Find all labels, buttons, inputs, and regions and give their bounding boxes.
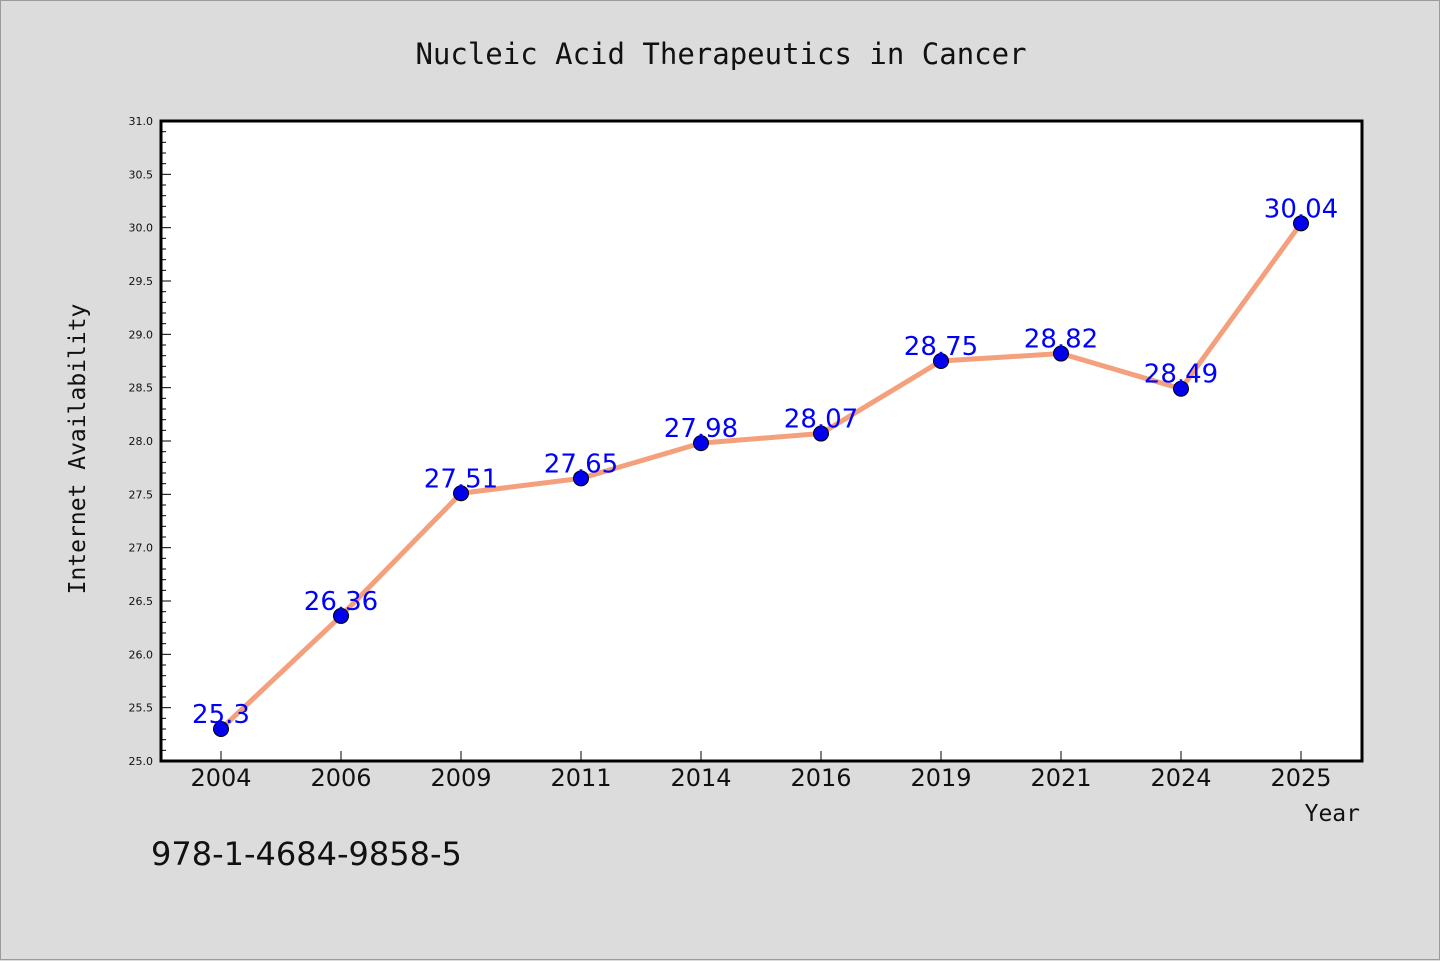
y-tick-label: 29.5 — [129, 275, 154, 288]
y-tick-label: 25.5 — [129, 702, 154, 715]
y-tick-label: 30.0 — [129, 222, 154, 235]
chart-title: Nucleic Acid Therapeutics in Cancer — [415, 37, 1026, 71]
y-tick-label: 28.0 — [129, 435, 154, 448]
data-label: 27.51 — [424, 464, 498, 494]
series-line — [218, 220, 1304, 732]
x-tick-label: 2019 — [910, 764, 971, 792]
y-tick-label: 31.0 — [129, 115, 154, 128]
plot-frame — [159, 119, 1364, 763]
data-label: 28.75 — [904, 332, 978, 362]
data-label: 25.3 — [192, 700, 250, 730]
data-point — [1173, 380, 1189, 397]
data-label: 28.49 — [1144, 360, 1218, 390]
y-tick-label: 26.0 — [129, 648, 154, 661]
x-tick-label: 2006 — [310, 764, 371, 792]
series-line-group — [218, 220, 1304, 732]
data-labels: 25.3 26.36 27.51 27.65 27.98 28.07 28.75 28.82 2… — [192, 194, 1338, 730]
x-tick-label: 2009 — [430, 764, 491, 792]
x-tick-label: 2011 — [550, 764, 611, 792]
data-point — [1053, 345, 1069, 362]
plot-area — [161, 121, 1362, 761]
data-label: 28.07 — [784, 405, 858, 435]
y-tick-label: 30.5 — [129, 168, 154, 181]
y-tick-label: 29.0 — [129, 328, 154, 341]
data-point — [453, 485, 469, 502]
x-axis-label: Year — [1305, 801, 1360, 827]
y-tick-label: 25.0 — [129, 755, 154, 768]
x-tick-label: 2025 — [1270, 764, 1331, 792]
y-axis-label: Internet Availability — [65, 304, 91, 595]
data-label: 27.65 — [544, 449, 618, 479]
data-point — [573, 470, 589, 487]
y-axis-ticks: 25.0 25.5 26.0 26.5 27.0 27.5 28.0 28.5 29.0 29.5… — [129, 115, 171, 768]
data-label: 28.82 — [1024, 325, 1098, 355]
data-point — [933, 353, 949, 369]
y-tick-label: 27.5 — [129, 488, 154, 501]
data-point — [213, 721, 229, 737]
y-tick-label: 27.0 — [129, 542, 154, 555]
isbn-text: 978-1-4684-9858-5 — [151, 835, 462, 873]
data-point — [693, 435, 709, 452]
x-tick-label: 2024 — [1150, 764, 1211, 792]
y-tick-label: 28.5 — [129, 382, 154, 395]
data-label: 26.36 — [304, 587, 378, 617]
data-points — [213, 215, 1309, 737]
x-tick-label: 2021 — [1030, 764, 1091, 792]
x-tick-label: 2016 — [790, 764, 851, 792]
data-label: 27.98 — [664, 414, 738, 444]
x-tick-label: 2004 — [190, 764, 251, 792]
x-axis-ticks: 2004 2006 2009 2011 2014 2016 2019 2021 2024 2025 — [190, 751, 1332, 792]
data-point — [333, 607, 349, 624]
y-tick-label: 26.5 — [129, 595, 154, 608]
x-tick-label: 2014 — [670, 764, 731, 792]
data-point — [1293, 215, 1309, 232]
data-label: 30.04 — [1264, 194, 1338, 224]
data-point — [813, 425, 829, 442]
